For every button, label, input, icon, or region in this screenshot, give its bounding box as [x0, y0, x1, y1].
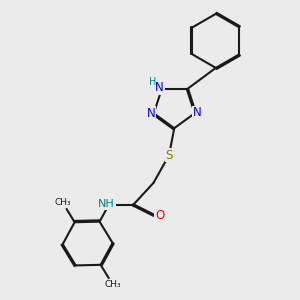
Text: N: N — [147, 107, 156, 120]
Text: O: O — [155, 209, 164, 222]
Text: S: S — [165, 149, 173, 162]
Text: CH₃: CH₃ — [104, 280, 121, 289]
Text: NH: NH — [98, 200, 115, 209]
Text: H: H — [148, 77, 156, 87]
Text: N: N — [155, 81, 164, 94]
Text: CH₃: CH₃ — [54, 198, 71, 207]
Text: N: N — [193, 106, 202, 119]
